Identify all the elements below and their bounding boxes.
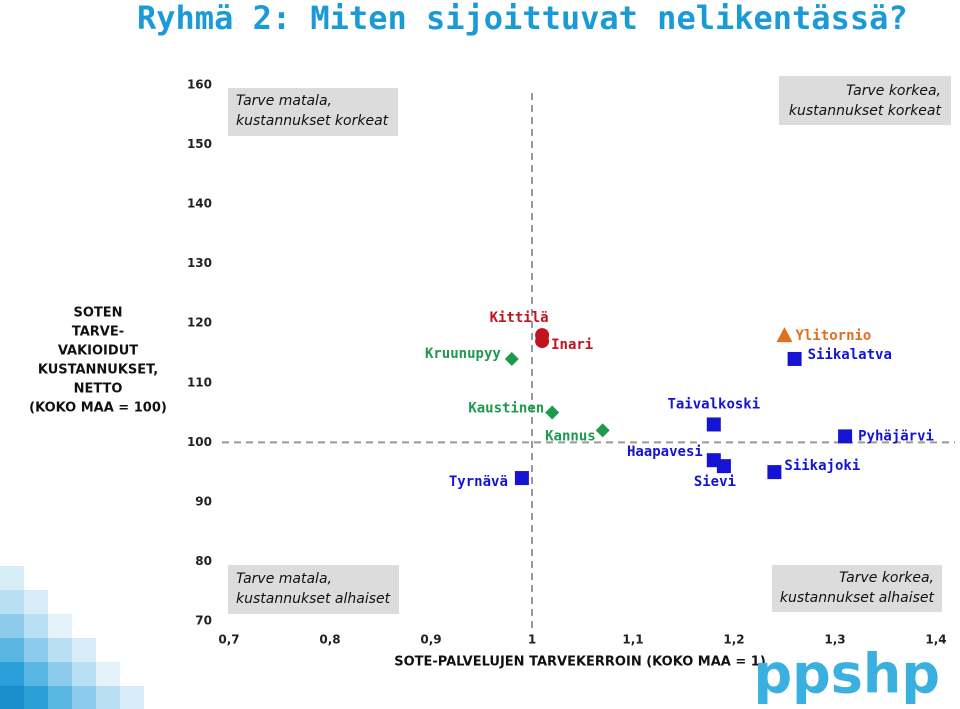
x-tick-label: 1,2 — [723, 633, 744, 647]
point — [838, 429, 853, 444]
y-axis-label: NETTO — [74, 382, 123, 397]
quadrant-box — [228, 88, 398, 136]
y-tick-label: 120 — [187, 316, 212, 330]
y-tick-label: 160 — [187, 78, 212, 92]
point — [595, 423, 610, 438]
point-label: Kannus — [545, 428, 596, 444]
y-axis-label: VAKIOIDUT — [58, 344, 138, 359]
quadrant-label: kustannukset alhaiset — [236, 591, 391, 607]
y-tick-label: 70 — [195, 614, 212, 628]
y-tick-label: 80 — [195, 554, 212, 568]
logo: ppshp — [753, 643, 940, 706]
x-tick-label: 0,9 — [420, 633, 441, 647]
y-axis-label: KUSTANNUKSET, — [38, 363, 158, 378]
x-tick-label: 0,8 — [319, 633, 340, 647]
x-tick-label: 0,7 — [218, 633, 239, 647]
x-tick-label: 1,1 — [622, 633, 643, 647]
y-tick-label: 110 — [187, 375, 212, 389]
x-tick-label: 1,3 — [824, 633, 845, 647]
quadrant-label: Tarve matala, — [236, 571, 332, 587]
point-label: Taivalkoski — [667, 396, 760, 412]
y-tick-label: 90 — [195, 494, 212, 508]
x-tick-label: 1 — [528, 633, 536, 647]
point-label: Kruunupyy — [425, 346, 501, 362]
quadrant-label: Tarve korkea, — [846, 83, 941, 99]
point-label: Sievi — [694, 474, 736, 490]
y-axis-label: (KOKO MAA = 100) — [29, 401, 167, 416]
x-axis-label: SOTE-PALVELUJEN TARVEKERROIN (KOKO MAA =… — [394, 655, 766, 670]
point — [535, 334, 550, 349]
quadrant-label: kustannukset alhaiset — [780, 590, 935, 606]
quadrant-label: Tarve matala, — [236, 93, 332, 109]
point-label: Haapavesi — [627, 444, 703, 460]
y-tick-label: 100 — [187, 435, 212, 449]
x-tick-label: 1,4 — [925, 633, 946, 647]
point — [514, 471, 529, 486]
quadrant-label: kustannukset korkeat — [236, 113, 389, 129]
point-label: Siikajoki — [784, 458, 860, 474]
quadrant-label: Tarve korkea, — [839, 570, 934, 586]
y-tick-label: 130 — [187, 256, 212, 270]
point — [767, 465, 782, 480]
y-axis-label: SOTEN — [73, 306, 122, 321]
mosaic — [0, 566, 144, 709]
point — [545, 405, 560, 420]
point — [716, 459, 731, 474]
point-label: Kaustinen — [468, 401, 544, 417]
y-axis-label: TARVE- — [72, 325, 124, 340]
y-tick-label: 140 — [187, 197, 212, 211]
point — [787, 351, 802, 366]
point — [706, 417, 721, 432]
quadrant-box — [779, 76, 951, 125]
point-label: Tyrnävä — [449, 474, 508, 490]
chart-title: Ryhmä 2: Miten sijoittuvat nelikentässä? — [137, 0, 908, 37]
quadrant-box — [772, 565, 942, 612]
y-tick-label: 150 — [187, 137, 212, 151]
point — [504, 351, 519, 366]
point-label: Pyhäjärvi — [858, 428, 934, 444]
point — [776, 327, 793, 343]
point-label: Inari — [551, 337, 593, 353]
point-label: Kittilä — [490, 310, 549, 326]
quadrant-label: kustannukset korkeat — [789, 103, 942, 119]
point-label: Siikalatva — [808, 347, 892, 363]
quadrant-box — [228, 565, 399, 614]
point-label: Ylitornio — [796, 328, 872, 344]
